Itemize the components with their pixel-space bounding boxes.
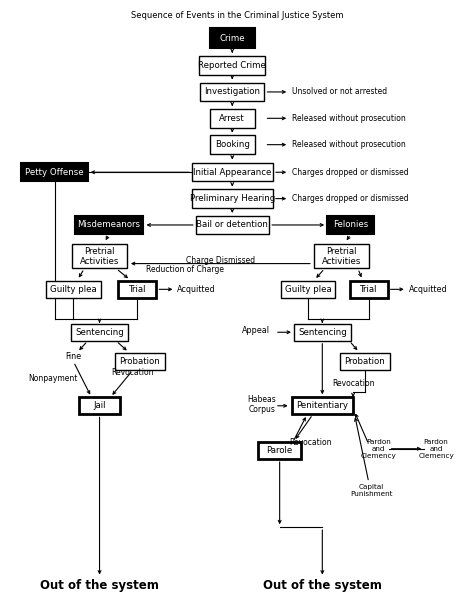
Text: Pardon
and
Clemency: Pardon and Clemency (418, 439, 454, 459)
Text: Crime: Crime (219, 34, 245, 42)
Text: Jail: Jail (93, 402, 106, 410)
Text: Acquitted: Acquitted (177, 285, 216, 294)
FancyBboxPatch shape (192, 189, 273, 208)
Text: Appeal: Appeal (242, 326, 270, 335)
Text: Unsolved or not arrested: Unsolved or not arrested (292, 88, 387, 96)
FancyBboxPatch shape (281, 281, 336, 298)
Text: Revocation: Revocation (332, 379, 374, 387)
Text: Out of the system: Out of the system (263, 579, 382, 592)
Text: Acquitted: Acquitted (409, 285, 447, 294)
Text: Pretrial
Activities: Pretrial Activities (80, 246, 119, 266)
FancyBboxPatch shape (292, 397, 353, 414)
Text: Sentencing: Sentencing (298, 328, 346, 337)
Text: Pretrial
Activities: Pretrial Activities (321, 246, 361, 266)
Text: Probation: Probation (119, 357, 160, 366)
FancyBboxPatch shape (340, 353, 390, 370)
Text: Investigation: Investigation (204, 88, 260, 96)
Text: Reported Crime: Reported Crime (198, 61, 266, 70)
Text: Capital
Punishment: Capital Punishment (350, 484, 393, 497)
Text: Petty Offense: Petty Offense (25, 168, 84, 177)
Text: Released without prosecution: Released without prosecution (292, 140, 405, 149)
FancyBboxPatch shape (350, 281, 388, 298)
Text: Booking: Booking (215, 140, 250, 149)
Text: Sequence of Events in the Criminal Justice System: Sequence of Events in the Criminal Justi… (131, 11, 343, 20)
Text: Charges dropped or dismissed: Charges dropped or dismissed (292, 194, 408, 203)
Text: Trial: Trial (360, 285, 377, 294)
Text: Felonies: Felonies (333, 221, 368, 229)
Text: Trial: Trial (129, 285, 146, 294)
Text: Parole: Parole (266, 446, 293, 455)
Text: Misdemeanors: Misdemeanors (78, 221, 140, 229)
FancyBboxPatch shape (327, 216, 374, 234)
FancyBboxPatch shape (195, 216, 269, 234)
FancyBboxPatch shape (199, 56, 265, 75)
Text: Penitentiary: Penitentiary (296, 402, 348, 410)
Text: Released without prosecution: Released without prosecution (292, 114, 405, 123)
FancyBboxPatch shape (79, 397, 119, 414)
Text: Preliminary Hearing: Preliminary Hearing (190, 194, 275, 203)
FancyBboxPatch shape (210, 109, 255, 128)
FancyBboxPatch shape (72, 244, 127, 268)
Text: Charges dropped or dismissed: Charges dropped or dismissed (292, 168, 408, 177)
FancyBboxPatch shape (210, 135, 255, 154)
FancyBboxPatch shape (314, 244, 368, 268)
Text: Guilty plea: Guilty plea (50, 285, 97, 294)
Text: Reduction of Charge: Reduction of Charge (146, 265, 224, 273)
FancyBboxPatch shape (75, 216, 143, 234)
Text: Arrest: Arrest (219, 114, 245, 123)
Text: Fine: Fine (65, 352, 82, 361)
FancyBboxPatch shape (294, 324, 351, 341)
Text: Initial Appearance: Initial Appearance (193, 168, 272, 177)
FancyBboxPatch shape (21, 163, 88, 181)
Text: Sentencing: Sentencing (75, 328, 124, 337)
FancyBboxPatch shape (200, 83, 264, 101)
Text: Probation: Probation (345, 357, 385, 366)
FancyBboxPatch shape (192, 163, 273, 181)
Text: Pardon
and
Clemency: Pardon and Clemency (360, 439, 396, 459)
FancyBboxPatch shape (258, 442, 301, 459)
FancyBboxPatch shape (46, 281, 100, 298)
FancyBboxPatch shape (118, 281, 156, 298)
Text: Guilty plea: Guilty plea (285, 285, 331, 294)
Text: Charge Dismissed: Charge Dismissed (186, 256, 255, 265)
Text: Out of the system: Out of the system (40, 579, 159, 592)
Text: Habeas
Corpus: Habeas Corpus (248, 395, 276, 414)
FancyBboxPatch shape (115, 353, 164, 370)
Text: Bail or detention: Bail or detention (196, 221, 268, 229)
Text: Revocation: Revocation (111, 368, 154, 376)
FancyBboxPatch shape (210, 28, 255, 48)
Text: Revocation: Revocation (289, 438, 332, 447)
Text: Nonpayment: Nonpayment (28, 375, 78, 383)
FancyBboxPatch shape (71, 324, 128, 341)
